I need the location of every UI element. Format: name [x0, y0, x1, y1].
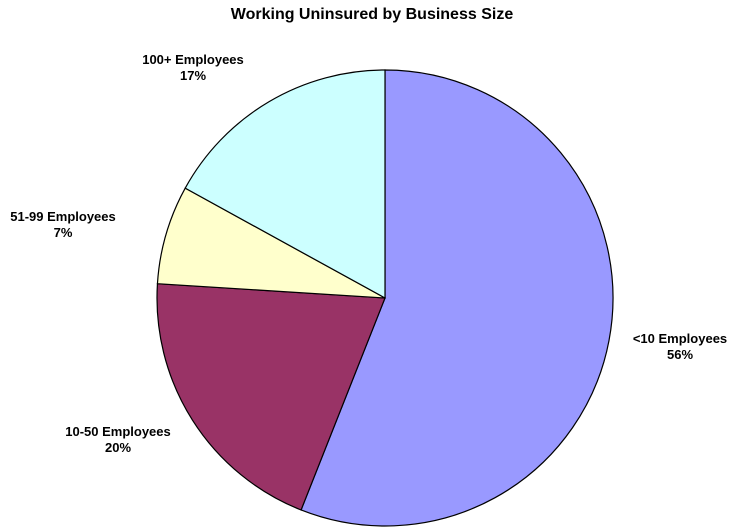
pie-slice-2 — [156, 283, 386, 511]
slice-percent-3: 7% — [54, 225, 73, 240]
pie-slice-1 — [300, 69, 614, 527]
slice-label-2: 10-50 Employees — [65, 424, 171, 439]
slice-label-4: 100+ Employees — [142, 52, 244, 67]
slice-label-3: 51-99 Employees — [10, 209, 116, 224]
pie-slice-4 — [184, 69, 386, 300]
slice-percent-1: 56% — [667, 347, 693, 362]
slice-label-1: <10 Employees — [633, 331, 727, 346]
chart-title: Working Uninsured by Business Size — [230, 6, 514, 23]
slice-percent-2: 20% — [105, 440, 131, 455]
slice-percent-4: 17% — [180, 68, 206, 83]
